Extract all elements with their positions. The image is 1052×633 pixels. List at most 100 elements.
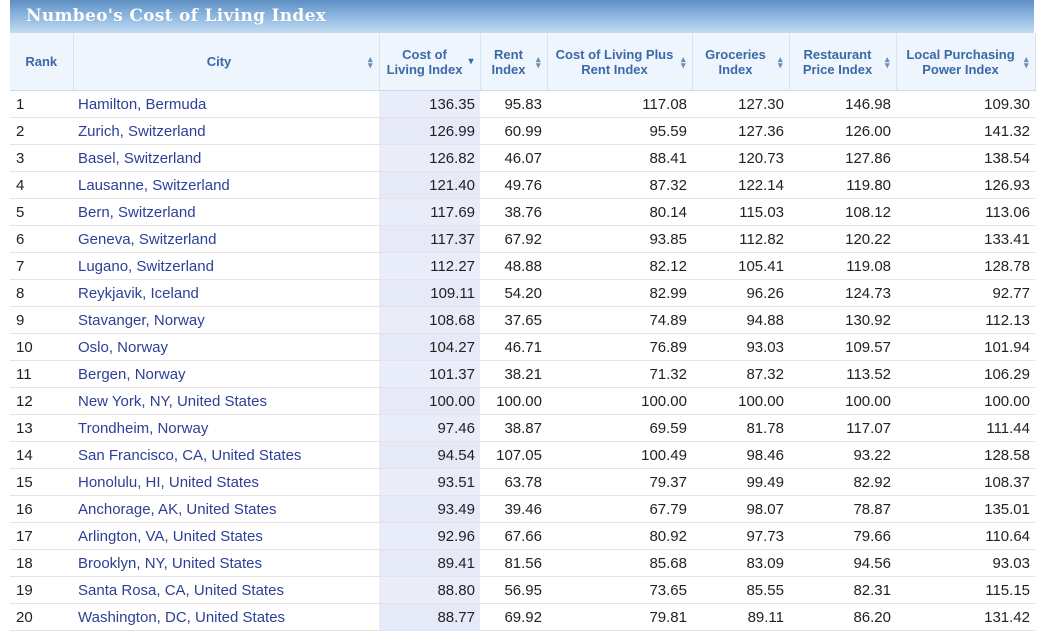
column-header-label: Local Purchasing Power Index [906,46,1015,77]
rent-index-cell: 49.76 [480,171,547,199]
cost-of-living-plus-rent-index-cell: 71.32 [547,360,692,388]
table-row: 16 Anchorage, AK, United States 93.49 39.46… [10,495,1035,523]
table-row: 15 Honolulu, HI, United States 93.51 63.78 7… [10,468,1035,496]
groceries-index-cell: 127.30 [692,90,789,118]
column-header-cost-of-living-plus-rent-index[interactable]: Cost of Living Plus Rent Index ▴ ▾ [547,33,693,91]
sort-updown-icon[interactable]: ▴ ▾ [884,53,890,70]
city-link[interactable]: Trondheim, Norway [78,419,209,437]
city-link[interactable]: New York, NY, United States [78,392,267,410]
city-cell: Hamilton, Bermuda [73,90,379,118]
groceries-index-cell: 120.73 [692,144,789,172]
city-link[interactable]: Hamilton, Bermuda [78,95,207,113]
restaurant-price-index-cell: 100.00 [789,387,896,415]
city-cell: Lausanne, Switzerland [73,171,379,199]
groceries-index-cell: 105.41 [692,252,789,280]
table-body: 1 Hamilton, Bermuda 136.35 95.83 117.08 127.3… [10,90,1035,631]
local-purchasing-power-index-cell: 128.78 [896,252,1035,280]
sort-updown-icon[interactable]: ▴ ▾ [535,53,541,70]
city-link[interactable]: Arlington, VA, United States [78,527,263,545]
groceries-index-cell: 81.78 [692,414,789,442]
city-link[interactable]: Geneva, Switzerland [78,230,217,248]
city-link[interactable]: Stavanger, Norway [78,311,205,329]
table-row: 2 Zurich, Switzerland 126.99 60.99 95.59 127.… [10,117,1035,145]
local-purchasing-power-index-cell: 110.64 [896,522,1035,550]
cost-of-living-index-cell: 93.51 [379,468,480,496]
sort-updown-icon[interactable]: ▴ ▾ [367,53,373,70]
sort-updown-icon[interactable]: ▴ ▾ [777,53,783,70]
column-header-city[interactable]: City ▴ ▾ [73,33,380,91]
groceries-index-cell: 122.14 [692,171,789,199]
local-purchasing-power-index-cell: 133.41 [896,225,1035,253]
rank-cell: 9 [10,306,73,334]
rent-index-cell: 100.00 [480,387,547,415]
city-link[interactable]: Washington, DC, United States [78,608,286,626]
rent-index-cell: 56.95 [480,576,547,604]
cost-of-living-plus-rent-index-cell: 80.92 [547,522,692,550]
city-link[interactable]: Basel, Switzerland [78,149,202,167]
column-header-label: Restaurant Price Index [802,46,873,77]
city-link[interactable]: Anchorage, AK, United States [78,500,277,518]
city-cell: Santa Rosa, CA, United States [73,576,379,604]
groceries-index-cell: 85.55 [692,576,789,604]
city-link[interactable]: Bergen, Norway [78,365,186,383]
restaurant-price-index-cell: 79.66 [789,522,896,550]
column-header-rank[interactable]: Rank [10,33,74,91]
table-row: 7 Lugano, Switzerland 112.27 48.88 82.12 105.… [10,252,1035,280]
rank-cell: 2 [10,117,73,145]
table-row: 17 Arlington, VA, United States 92.96 67.66… [10,522,1035,550]
cost-of-living-plus-rent-index-cell: 82.12 [547,252,692,280]
column-header-local-purchasing-power-index[interactable]: Local Purchasing Power Index ▴ ▾ [896,33,1036,91]
city-link[interactable]: Honolulu, HI, United States [78,473,259,491]
local-purchasing-power-index-cell: 113.06 [896,198,1035,226]
cost-of-living-plus-rent-index-cell: 79.37 [547,468,692,496]
rank-cell: 17 [10,522,73,550]
city-link[interactable]: Lausanne, Switzerland [78,176,230,194]
city-cell: Stavanger, Norway [73,306,379,334]
column-header-rent-index[interactable]: Rent Index ▴ ▾ [480,33,548,91]
sort-updown-icon[interactable]: ▴ ▾ [1023,53,1029,70]
sort-updown-icon[interactable]: ▴ ▾ [680,53,686,70]
column-header-restaurant-price-index[interactable]: Restaurant Price Index ▴ ▾ [789,33,897,91]
city-cell: Oslo, Norway [73,333,379,361]
cost-of-living-plus-rent-index-cell: 79.81 [547,603,692,631]
table-row: 9 Stavanger, Norway 108.68 37.65 74.89 94.88 1… [10,306,1035,334]
city-link[interactable]: Reykjavik, Iceland [78,284,199,302]
local-purchasing-power-index-cell: 93.03 [896,549,1035,577]
rank-cell: 15 [10,468,73,496]
restaurant-price-index-cell: 120.22 [789,225,896,253]
cost-of-living-plus-rent-index-cell: 67.79 [547,495,692,523]
column-header-groceries-index[interactable]: Groceries Index ▴ ▾ [692,33,790,91]
rank-cell: 11 [10,360,73,388]
restaurant-price-index-cell: 117.07 [789,414,896,442]
groceries-index-cell: 115.03 [692,198,789,226]
restaurant-price-index-cell: 119.80 [789,171,896,199]
city-link[interactable]: Lugano, Switzerland [78,257,214,275]
city-link[interactable]: Bern, Switzerland [78,203,196,221]
groceries-index-cell: 98.46 [692,441,789,469]
rent-index-cell: 60.99 [480,117,547,145]
restaurant-price-index-cell: 94.56 [789,549,896,577]
column-header-cost-of-living-index[interactable]: Cost of Living Index ▾ [379,33,481,91]
rank-cell: 1 [10,90,73,118]
cost-of-living-index-cell: 126.99 [379,117,480,145]
sort-descending-icon[interactable]: ▾ [468,55,474,67]
cost-of-living-plus-rent-index-cell: 69.59 [547,414,692,442]
city-link[interactable]: Zurich, Switzerland [78,122,206,140]
city-cell: Lugano, Switzerland [73,252,379,280]
city-link[interactable]: San Francisco, CA, United States [78,446,302,464]
local-purchasing-power-index-cell: 100.00 [896,387,1035,415]
city-link[interactable]: Oslo, Norway [78,338,169,356]
rank-cell: 6 [10,225,73,253]
city-link[interactable]: Brooklyn, NY, United States [78,554,262,572]
restaurant-price-index-cell: 146.98 [789,90,896,118]
table-row: 10 Oslo, Norway 104.27 46.71 76.89 93.03 109.5… [10,333,1035,361]
groceries-index-cell: 98.07 [692,495,789,523]
rent-index-cell: 69.92 [480,603,547,631]
cost-of-living-index-cell: 136.35 [379,90,480,118]
city-link[interactable]: Santa Rosa, CA, United States [78,581,284,599]
city-cell: Geneva, Switzerland [73,225,379,253]
local-purchasing-power-index-cell: 101.94 [896,333,1035,361]
groceries-index-cell: 100.00 [692,387,789,415]
cost-of-living-plus-rent-index-cell: 80.14 [547,198,692,226]
restaurant-price-index-cell: 82.92 [789,468,896,496]
